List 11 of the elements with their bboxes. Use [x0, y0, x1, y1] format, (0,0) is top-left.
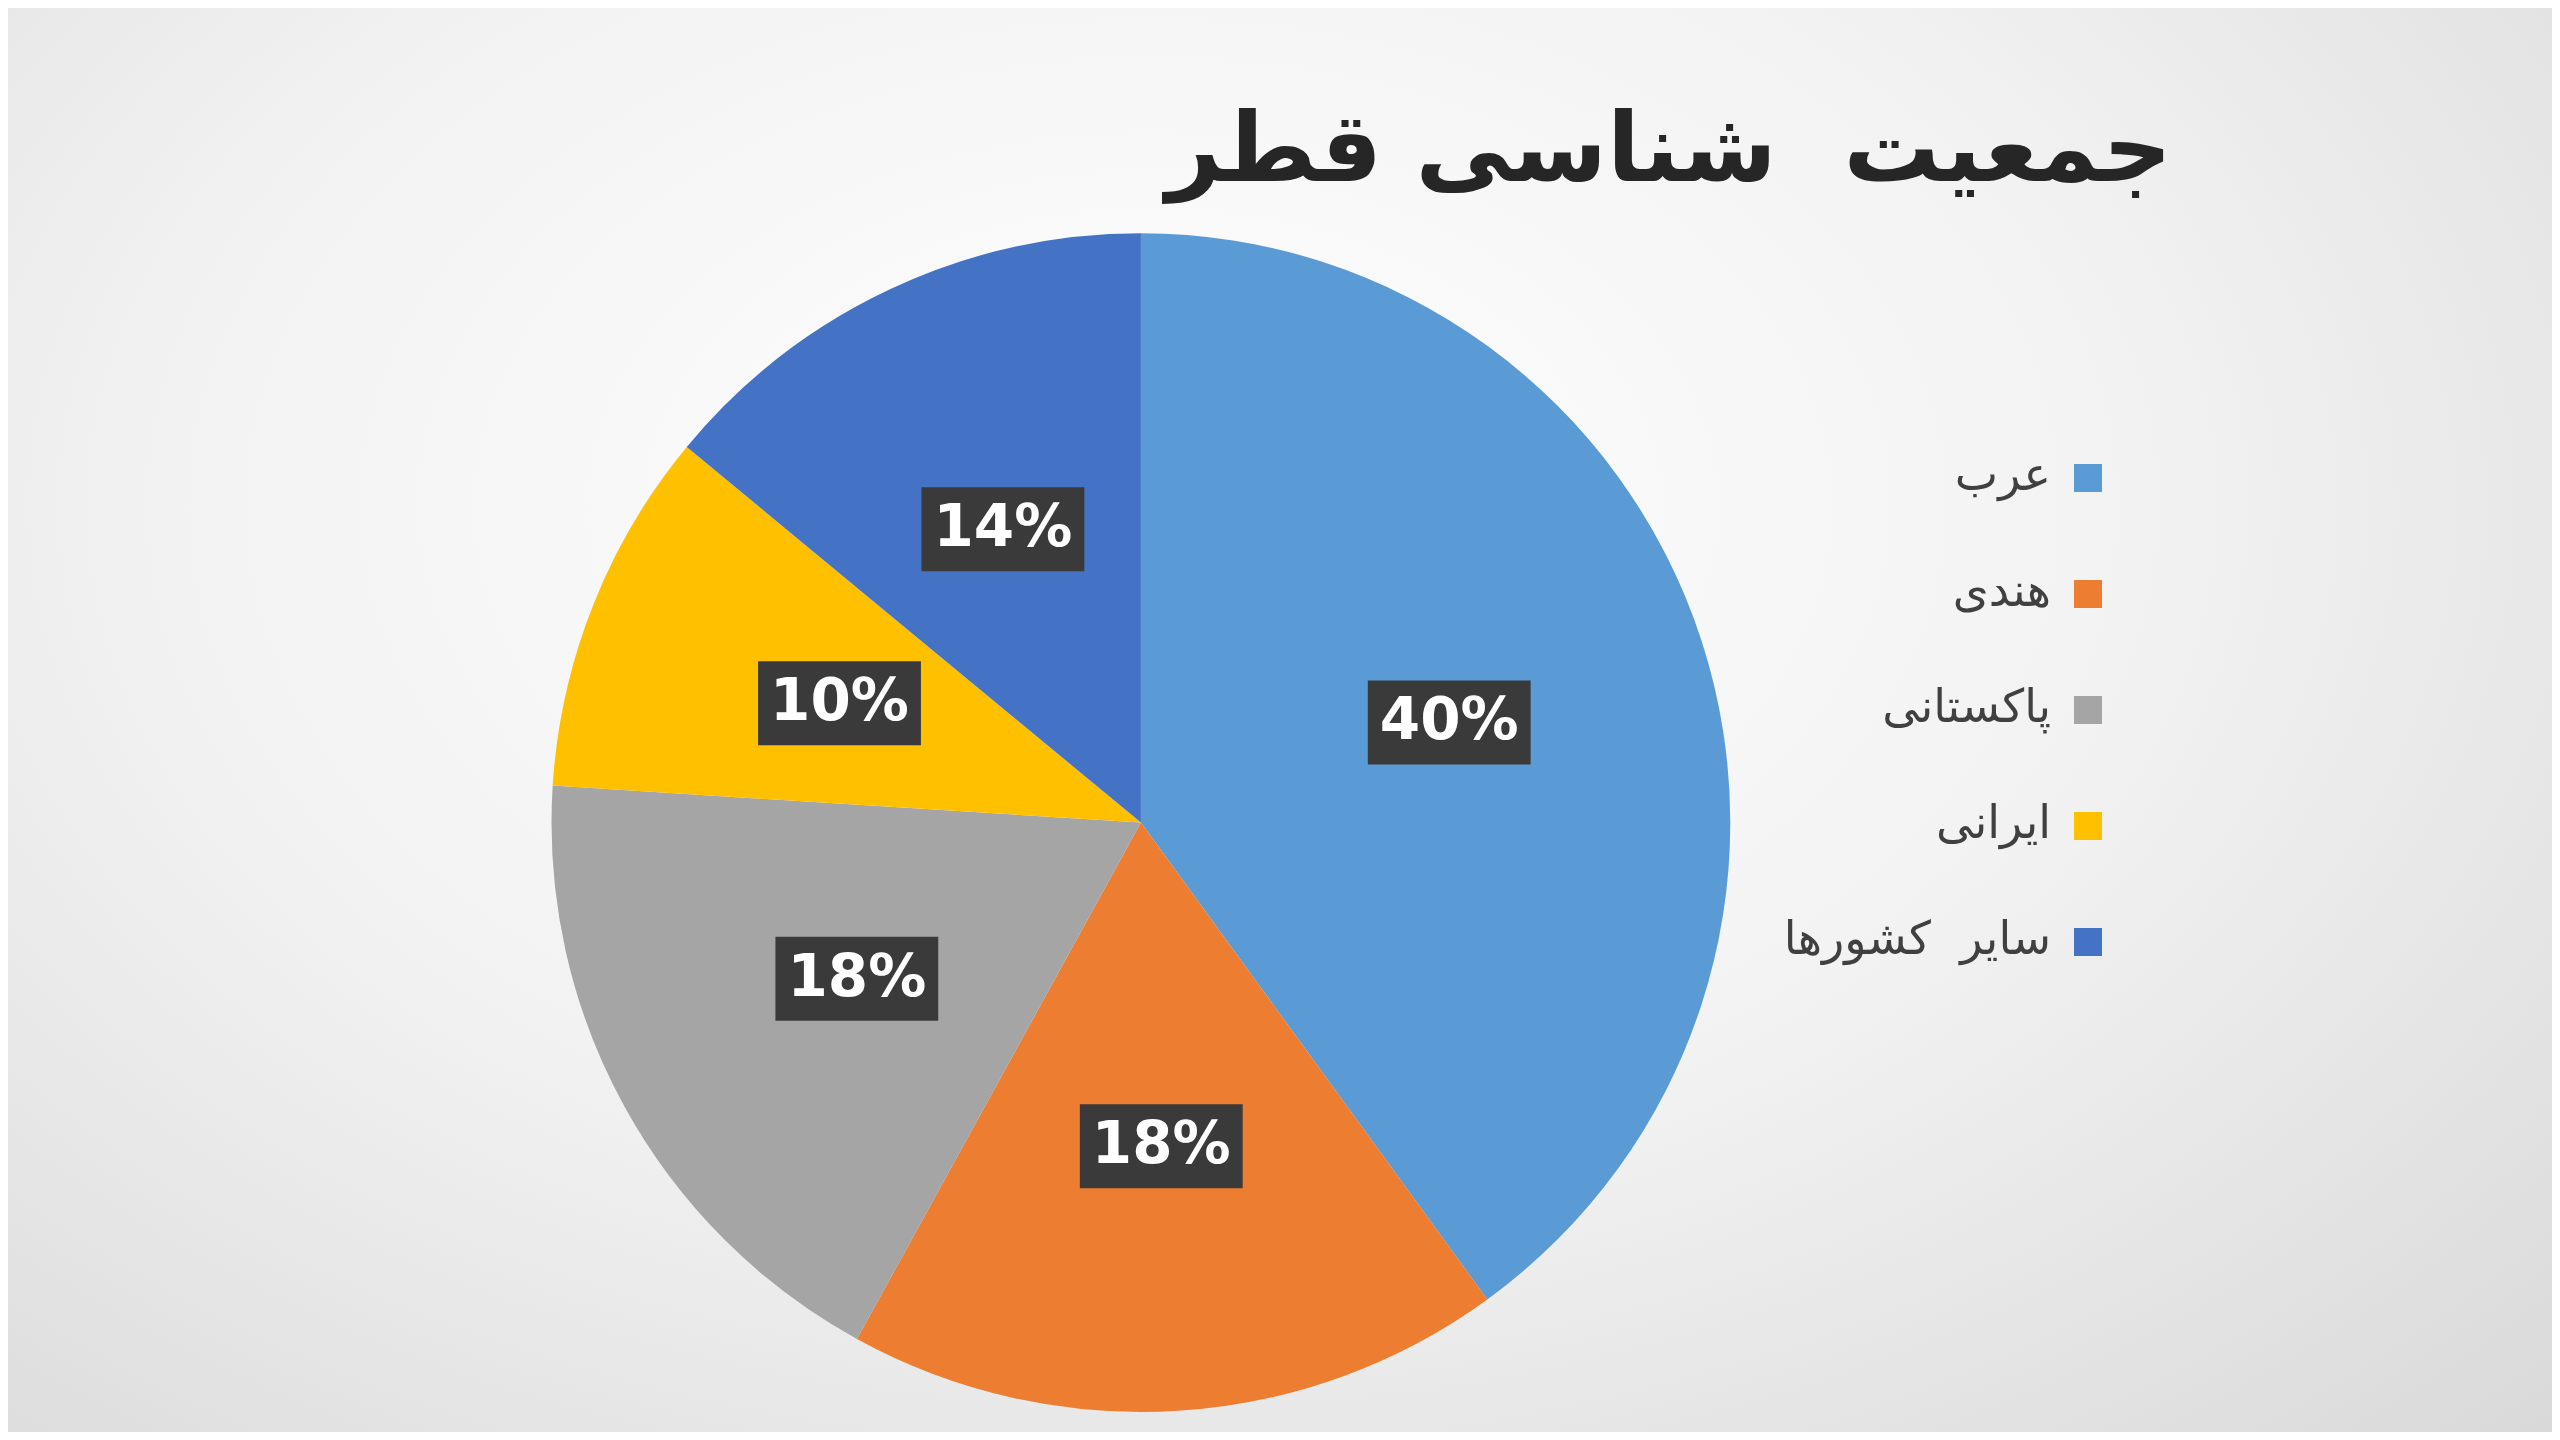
legend-label: هندی [1952, 562, 2051, 617]
data-label: 40% [1379, 685, 1519, 754]
chart-title: جمعیت شناسی قطر [1161, 91, 2172, 204]
legend-label: پاکستانی [1882, 678, 2051, 734]
legend-label: عرب [1954, 446, 2051, 502]
legend-label: سایر کشورها [1783, 910, 2051, 966]
legend-label: ایرانی [1936, 794, 2051, 850]
data-label: 14% [933, 492, 1073, 561]
data-label: 18% [787, 941, 927, 1010]
data-label: 10% [770, 666, 909, 735]
data-label: 18% [1091, 1109, 1231, 1178]
